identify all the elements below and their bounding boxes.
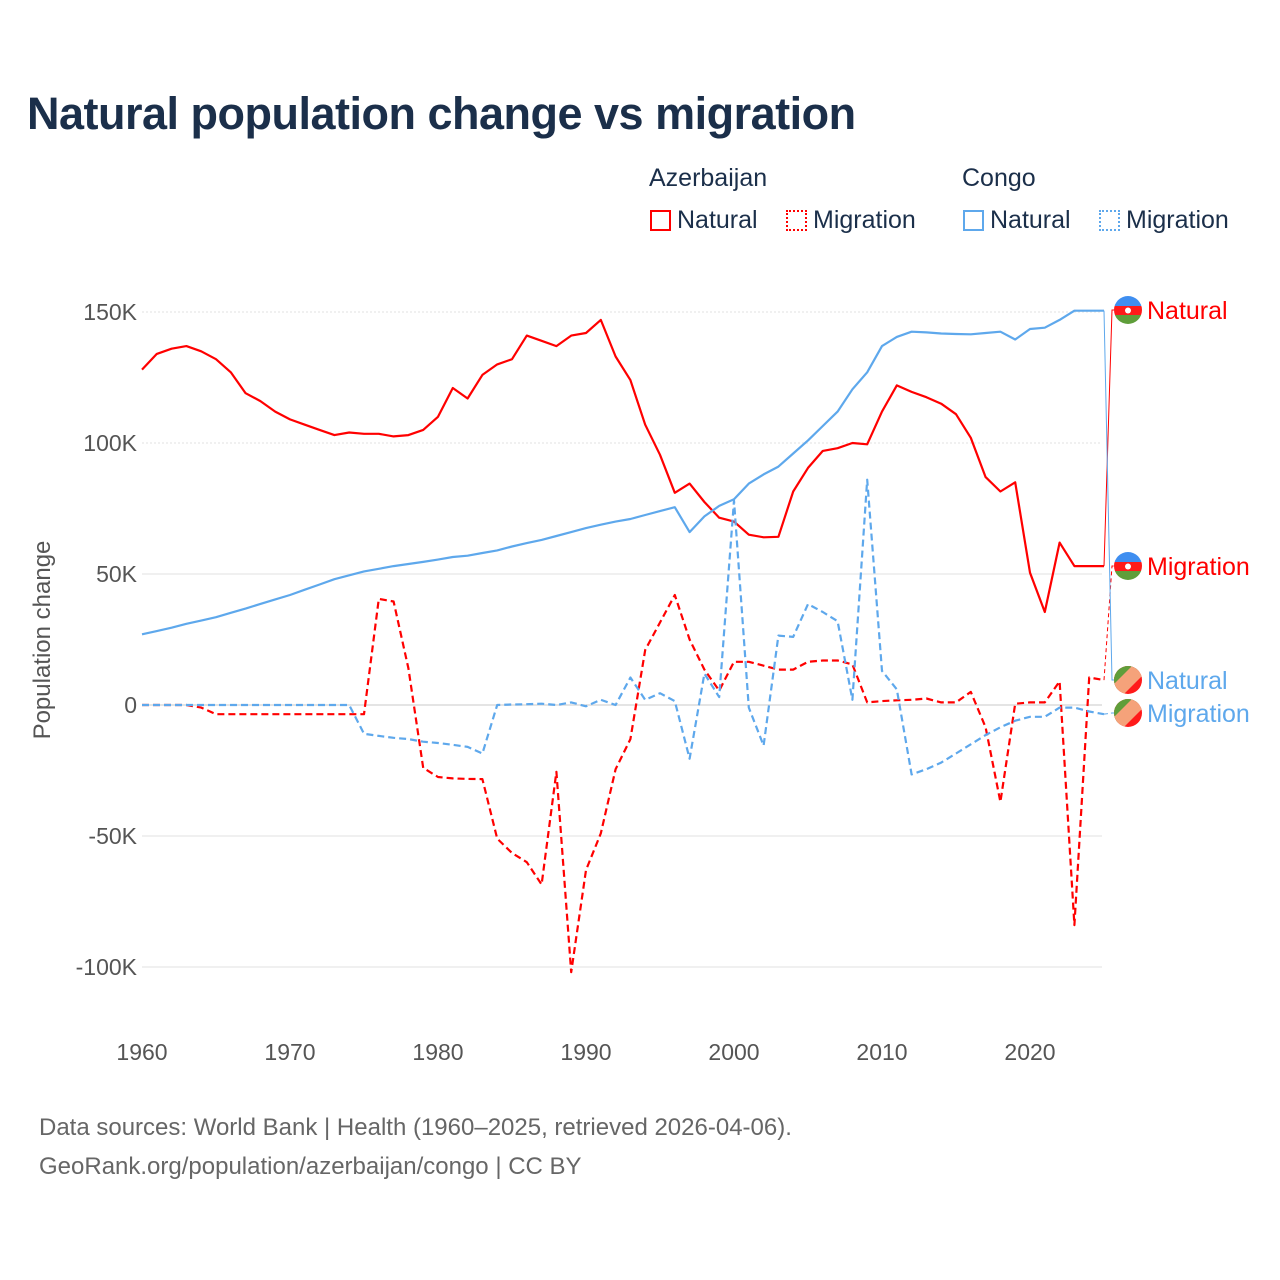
end-label-congo-natural: Natural [1147,667,1228,695]
legend-label: Migration [813,206,916,234]
legend-swatch-dotted-blue [1099,210,1120,231]
end-label-connector [1103,712,1114,715]
flag-crescent [1125,563,1131,570]
x-tick-label: 2020 [1004,1039,1055,1065]
flag-yellow [1114,666,1142,694]
y-tick-label: 0 [124,692,137,718]
legend-item-azerbaijan-natural[interactable]: Natural [650,206,758,235]
end-label-connector [1103,310,1114,681]
end-label-azerbaijan-migration: Migration [1147,553,1250,581]
x-tick-label: 2000 [708,1039,759,1065]
y-tick-label: 50K [96,561,138,587]
legend-label: Migration [1126,206,1229,234]
flag-shape [1114,666,1142,694]
y-axis-label: Population change [29,541,56,740]
congo-flag-icon [1114,666,1142,694]
series-line-congo-natural [141,309,1104,636]
azerbaijan-flag-icon [1114,296,1142,324]
x-tick-label: 1980 [412,1039,463,1065]
end-label-congo-migration: Migration [1147,700,1250,728]
congo-flag-icon [1114,699,1142,727]
flag-shape [1114,699,1142,727]
flag-band-green [1114,315,1142,324]
series-line-congo-migration [142,478,1105,776]
legend-item-congo-migration[interactable]: Migration [1099,206,1229,235]
x-tick-label: 2010 [856,1039,907,1065]
end-label-azerbaijan-natural: Natural [1147,297,1228,325]
y-tick-label: -50K [88,823,137,849]
legend-swatch-solid-blue [963,210,984,231]
y-tick-label: 150K [83,299,137,325]
legend-group-azerbaijan: Azerbaijan [649,164,768,192]
footer-source: Data sources: World Bank | Health (1960–… [39,1108,792,1186]
legend-swatch-dotted-red [786,210,807,231]
flag-shape [1114,552,1142,580]
legend-item-congo-natural[interactable]: Natural [963,206,1071,235]
footer-line-1: Data sources: World Bank | Health (1960–… [39,1114,792,1141]
flag-shape [1114,296,1142,324]
legend-swatch-solid-red [650,210,671,231]
flag-yellow [1114,699,1142,727]
series-line-azerbaijan-natural [141,318,1104,614]
legend-item-azerbaijan-migration[interactable]: Migration [786,206,916,235]
y-tick-label: -100K [76,954,138,980]
footer-line-2[interactable]: GeoRank.org/population/azerbaijan/congo … [39,1153,582,1180]
legend-label: Natural [990,206,1071,234]
end-label-connector [1103,565,1114,681]
x-tick-label: 1960 [116,1039,167,1065]
series-line-azerbaijan-migration [142,593,1105,974]
x-tick-label: 1970 [264,1039,315,1065]
flag-band-green [1114,571,1142,580]
legend-label: Natural [677,206,758,234]
y-tick-label: 100K [83,430,137,456]
azerbaijan-flag-icon [1114,552,1142,580]
flag-band-blue [1114,296,1142,306]
x-tick-label: 1990 [560,1039,611,1065]
flag-band-blue [1114,552,1142,562]
end-label-connector [1103,309,1114,567]
chart-title: Natural population change vs migration [27,88,856,139]
legend-group-congo: Congo [962,164,1036,192]
flag-crescent [1125,307,1131,314]
